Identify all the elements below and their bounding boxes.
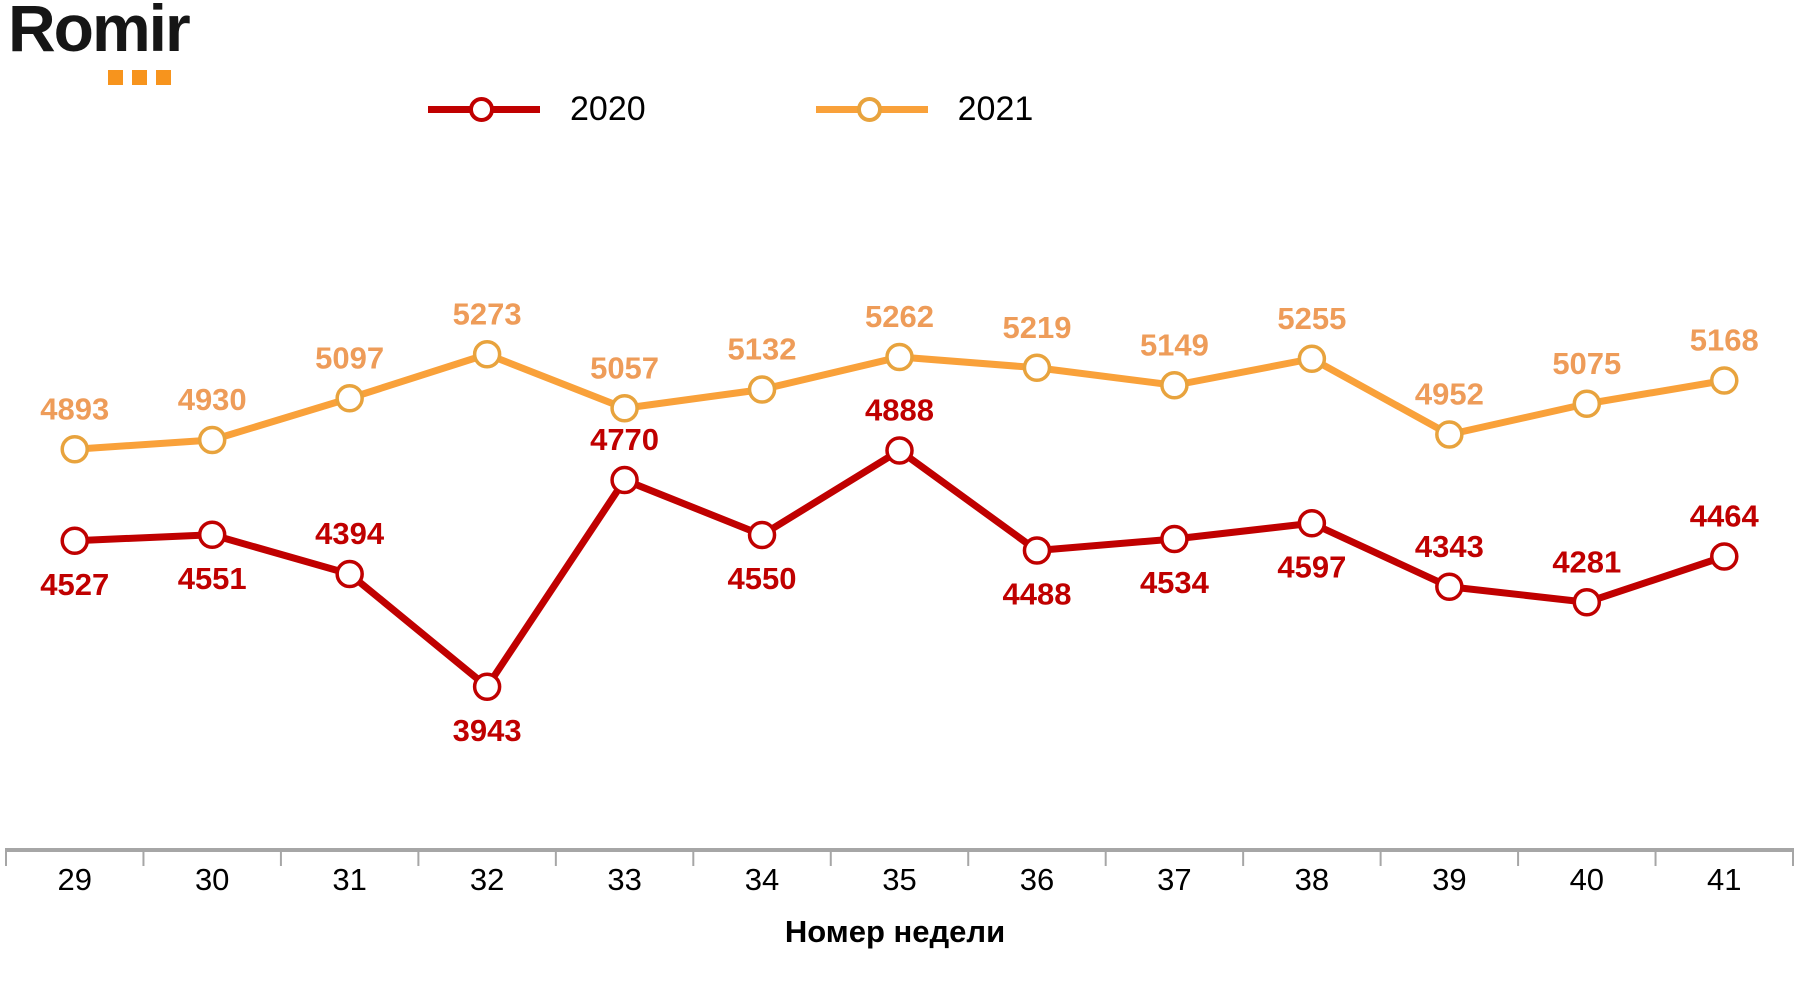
data-point-2020-week-41[interactable] [1710, 542, 1739, 571]
data-point-2021-week-37[interactable] [1160, 371, 1189, 400]
data-point-2020-week-34[interactable] [747, 520, 777, 550]
data-point-2021-week-36[interactable] [1022, 353, 1052, 382]
x-axis-tick-label: 34 [745, 862, 779, 897]
legend-dot-2021-icon [856, 97, 882, 122]
data-label-2021-week-29: 4893 [40, 391, 109, 426]
romir-logo-dots-icon [108, 70, 171, 85]
romir-logo-text: Romir [8, 0, 191, 65]
data-label-2020-week-38: 4597 [1277, 549, 1346, 584]
legend-label-2021: 2021 [957, 90, 1034, 128]
data-point-2020-week-40[interactable] [1572, 588, 1602, 617]
data-point-2020-week-33[interactable] [610, 465, 639, 495]
x-axis-tick-label: 38 [1295, 862, 1329, 897]
data-point-2020-week-31[interactable] [335, 559, 364, 589]
x-axis-tick-label: 32 [470, 862, 504, 897]
data-label-2020-week-34: 4550 [728, 561, 797, 596]
data-point-2020-week-36[interactable] [1022, 536, 1052, 565]
data-point-2020-week-38[interactable] [1297, 509, 1327, 538]
data-label-2020-week-39: 4343 [1415, 529, 1484, 564]
data-label-2021-week-38: 5255 [1277, 301, 1346, 336]
legend-dot-2020-icon [469, 97, 494, 122]
series-line-2020 [71, 447, 1728, 691]
data-label-2020-week-31: 4394 [315, 516, 385, 551]
data-label-2020-week-40: 4281 [1552, 544, 1621, 579]
x-axis-tick-label: 39 [1432, 862, 1466, 897]
data-point-2020-week-32[interactable] [472, 672, 502, 701]
data-point-2021-week-40[interactable] [1572, 389, 1602, 418]
data-label-2021-week-41: 5168 [1690, 323, 1759, 358]
data-point-2021-week-39[interactable] [1435, 420, 1464, 449]
data-label-2021-week-30: 4930 [178, 382, 247, 417]
data-label-2021-week-40: 5075 [1552, 346, 1621, 381]
x-axis-title: Номер недели [785, 914, 1005, 949]
legend-line-marker-2021-icon [815, 97, 928, 122]
legend-line-marker-2020-icon [428, 97, 540, 122]
data-label-2021-week-35: 5262 [865, 299, 934, 334]
data-label-2020-week-41: 4464 [1690, 499, 1760, 534]
data-point-2020-week-30[interactable] [197, 520, 227, 549]
data-label-2020-week-33: 4770 [590, 422, 659, 457]
logo-dot-icon [108, 70, 123, 85]
data-point-2020-week-35[interactable] [885, 436, 914, 465]
x-axis-tick-label: 33 [607, 862, 641, 897]
data-label-2021-week-34: 5132 [728, 332, 797, 367]
data-label-2020-week-37: 4534 [1140, 565, 1210, 600]
logo-dot-icon [156, 70, 171, 85]
data-label-2020-week-30: 4551 [178, 561, 247, 596]
data-label-2020-week-29: 4527 [40, 567, 109, 602]
data-label-2020-week-36: 4488 [1002, 577, 1071, 612]
x-axis-tick-label: 36 [1020, 862, 1054, 897]
data-point-2021-week-41[interactable] [1710, 366, 1739, 395]
data-point-2020-week-29[interactable] [60, 526, 89, 555]
data-point-2021-week-33[interactable] [610, 394, 639, 423]
data-point-2021-week-38[interactable] [1297, 344, 1327, 373]
x-axis-tick-label: 29 [57, 862, 91, 897]
x-axis-tick-label: 35 [882, 862, 916, 897]
data-point-2021-week-34[interactable] [747, 375, 777, 404]
data-label-2021-week-33: 5057 [590, 350, 659, 385]
chart-legend: 2020 2021 [428, 90, 1033, 129]
data-point-2021-week-30[interactable] [197, 425, 227, 455]
x-axis-tick-label: 31 [332, 862, 366, 897]
data-point-2020-week-37[interactable] [1160, 524, 1189, 554]
logo-dot-icon [132, 70, 147, 85]
data-label-2021-week-32: 5273 [453, 296, 522, 331]
data-label-2020-week-35: 4888 [865, 393, 934, 428]
x-axis-tick-label: 40 [1570, 862, 1604, 897]
data-point-2021-week-29[interactable] [60, 435, 89, 464]
data-label-2021-week-39: 4952 [1415, 377, 1484, 412]
data-point-2021-week-35[interactable] [885, 342, 914, 372]
legend-item-2020[interactable]: 2020 [428, 90, 646, 129]
romir-logo: Romir [8, 0, 191, 85]
x-axis-tick-label: 30 [195, 862, 229, 897]
legend-label-2020: 2020 [570, 90, 646, 128]
data-label-2021-week-31: 5097 [315, 340, 384, 375]
data-point-2021-week-32[interactable] [472, 340, 502, 369]
x-axis-tick-label: 37 [1157, 862, 1191, 897]
x-axis-tick-label: 41 [1707, 862, 1741, 897]
legend-item-2021[interactable]: 2021 [815, 90, 1034, 129]
data-point-2021-week-31[interactable] [335, 384, 364, 413]
data-label-2021-week-37: 5149 [1140, 327, 1209, 362]
data-label-2020-week-32: 3943 [453, 713, 522, 748]
data-point-2020-week-39[interactable] [1435, 572, 1464, 601]
data-label-2021-week-36: 5219 [1002, 310, 1071, 345]
